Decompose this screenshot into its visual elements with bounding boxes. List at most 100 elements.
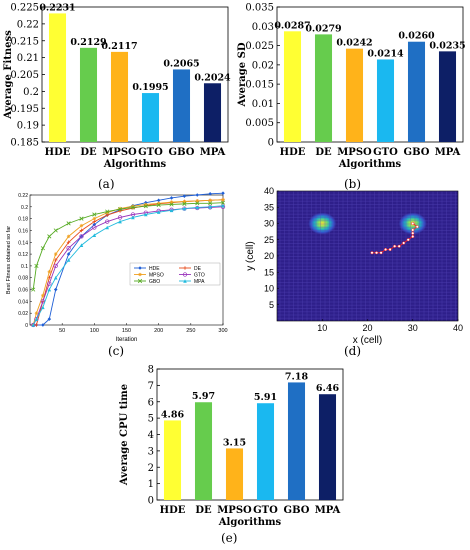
chart-c-convergence: 0 0.02 0.04 0.06 0.08 0.1 0.12 0.14 0.16 0.18 0.2 0… [6,191,228,343]
x-tick-label-de: DE [315,147,332,158]
series-line-hde [33,192,224,326]
y-tick-label: 0.035 [245,3,274,14]
cell-grid [277,191,458,321]
series-point-gbo [34,263,39,268]
y-tick-label: 40 [264,186,274,196]
bar-gbo [172,69,191,142]
panel-label-a: (a) [98,177,115,191]
series-point-mpa [105,225,109,230]
panel-label-b: (b) [344,177,362,191]
series-point-gbo [53,228,58,233]
x-tick-label-mpso: MPSO [337,147,372,158]
data-label-gto: 0.0214 [367,48,404,59]
y-tick-label: 0 [148,496,154,507]
series-line-mpa [32,205,224,326]
x-tick-label-gbo: GBO [284,505,310,516]
series-point-mpso [156,201,161,206]
path-point [393,244,397,248]
x-tick-label-gbo: GBO [169,147,195,158]
series-point-gbo [92,212,97,217]
y-tick-label: 20 [264,251,274,261]
legend-marker-de [183,266,187,270]
x-tick-label-mpa: MPA [435,147,461,158]
y-tick-label: 0.015 [245,80,274,91]
series-point-mpso [92,216,97,221]
x-tick-label-gto: GTO [253,505,278,516]
series-point-gbo [105,209,110,214]
y-axis-title: y (cell) [245,241,256,270]
y-tick-label: 0.205 [10,70,39,81]
series-point-mpso [131,204,135,209]
y-tick-label: 0.18 [18,217,28,223]
bar-mpa [438,51,457,142]
series-point-hde [221,191,225,196]
bar-gto [376,59,395,143]
data-label-hde: 0.2231 [39,2,75,13]
y-tick-label: 0.225 [10,3,39,14]
bar-mpa [203,83,222,142]
legend-marker-mpso [138,272,142,277]
y-tick-label: 0.2 [21,205,28,211]
series-point-mpso [79,223,84,228]
path-point [411,231,415,235]
legend-marker-hde [138,266,142,270]
series-point-gbo [117,207,123,212]
series-point-mpa [34,317,39,321]
x-tick-label: 250 [186,328,195,334]
series-mpa [31,203,225,327]
y-tick-label: 0.21 [17,53,39,64]
x-tick-label-gto: GTO [373,147,398,158]
data-label-gto: 5.91 [254,392,277,403]
series-point-mpso [169,200,174,204]
y-axis-title: Average CPU time [119,384,130,486]
series-point-mpa [92,233,97,237]
bar-de [194,402,213,500]
x-axis-title: Algorithms [338,159,402,170]
series-point-gbo [182,201,187,206]
bar-hde [48,13,67,142]
series-point-mpa [53,275,58,280]
bar-de [79,47,98,142]
y-tick-label: 0.06 [18,288,28,294]
y-tick-label: 0.02 [252,60,274,71]
series-point-gbo [220,200,226,205]
series-point-hde [41,323,45,327]
data-label-mpa: 0.2024 [194,72,231,83]
y-tick-label: 0.22 [17,19,39,30]
y-tick-label: 10 [264,284,274,294]
y-tick-label: 0.16 [18,228,28,234]
series-point-mpso [41,293,45,298]
legend-marker-gto [182,272,188,277]
data-label-hde: 0.0287 [274,20,310,31]
series-point-mpa [66,258,71,262]
series-point-hde [66,252,71,256]
legend-box [129,262,221,286]
data-label-mpso: 0.2117 [101,41,137,52]
path-point [415,225,419,229]
series-point-gto [92,225,97,230]
series-point-mpa [156,210,161,214]
x-tick-label-gbo: GBO [404,147,430,158]
x-axis-title: Algorithms [218,517,282,528]
series-point-mpso [182,199,187,204]
series-point-mpso [144,202,148,207]
series-point-gbo [79,216,84,221]
chart-d-heatmap: 10 20 30 40 5 10 15 20 25 30 35 40 x (cell) y (cell) [245,186,463,346]
series-point-gbo [31,287,36,292]
bar-gto [141,93,160,142]
series-point-gto [105,219,110,224]
y-tick-label: 0 [25,323,28,329]
data-label-hde: 4.86 [161,409,185,420]
y-tick-label: 0.185 [10,138,39,149]
x-tick-label-mpa: MPA [315,505,341,516]
y-tick-label: 0.12 [18,252,28,258]
series-point-mpa [118,219,122,224]
x-tick-label-hde: HDE [280,147,306,158]
y-tick-label: 0.01 [252,99,274,110]
series-line-gbo [32,202,224,290]
x-tick-label-gto: GTO [138,147,163,158]
series-point-mpso [53,252,58,256]
y-tick-label: 0.19 [17,121,39,132]
series-point-mpa [144,212,148,217]
